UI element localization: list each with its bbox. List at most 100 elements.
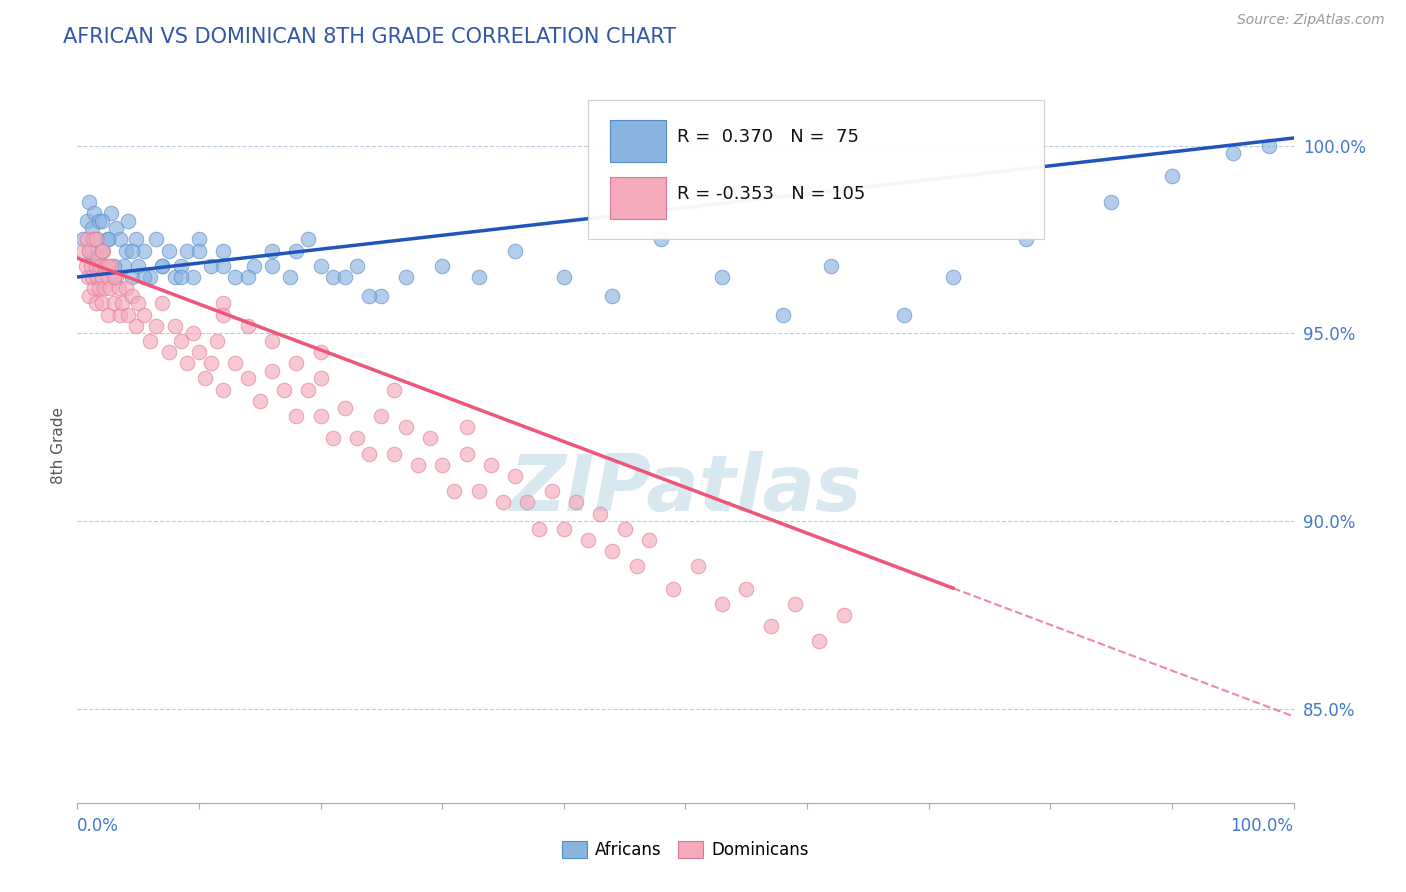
- Point: [212, 308, 235, 322]
- Point: [553, 270, 575, 285]
- Point: [395, 420, 418, 434]
- Point: [370, 409, 392, 423]
- Point: [278, 270, 301, 285]
- Point: [1161, 169, 1184, 183]
- Text: AFRICAN VS DOMINICAN 8TH GRADE CORRELATION CHART: AFRICAN VS DOMINICAN 8TH GRADE CORRELATI…: [63, 27, 676, 46]
- Point: [772, 308, 794, 322]
- Point: [108, 232, 131, 246]
- Point: [309, 345, 332, 359]
- Point: [79, 244, 101, 258]
- Point: [90, 213, 112, 227]
- Point: [100, 259, 122, 273]
- Point: [100, 206, 122, 220]
- Point: [638, 533, 661, 547]
- Point: [121, 270, 143, 285]
- Point: [97, 232, 120, 246]
- Point: [145, 232, 167, 246]
- Point: [152, 259, 174, 273]
- Point: [783, 597, 806, 611]
- Point: [200, 259, 222, 273]
- Point: [686, 559, 709, 574]
- Point: [117, 213, 139, 227]
- Point: [212, 244, 235, 258]
- Point: [84, 296, 107, 310]
- Point: [90, 270, 112, 285]
- Point: [103, 296, 125, 310]
- Point: [893, 308, 915, 322]
- Point: [322, 270, 344, 285]
- Point: [97, 270, 120, 285]
- Point: [333, 401, 356, 416]
- Point: [370, 289, 392, 303]
- Point: [467, 484, 489, 499]
- Text: R = -0.353   N = 105: R = -0.353 N = 105: [676, 186, 865, 203]
- Point: [115, 281, 138, 295]
- Point: [89, 259, 111, 273]
- Point: [176, 356, 198, 370]
- Point: [76, 213, 98, 227]
- Point: [83, 281, 105, 295]
- Point: [1258, 138, 1281, 153]
- Point: [297, 383, 319, 397]
- Point: [759, 619, 782, 633]
- Point: [516, 495, 538, 509]
- Point: [91, 244, 114, 258]
- Point: [1222, 146, 1244, 161]
- Point: [80, 270, 103, 285]
- Point: [157, 244, 180, 258]
- Point: [105, 270, 128, 285]
- Point: [80, 259, 103, 273]
- Point: [322, 432, 344, 446]
- Y-axis label: 8th Grade: 8th Grade: [51, 408, 66, 484]
- Point: [194, 371, 217, 385]
- Point: [430, 458, 453, 472]
- Point: [710, 597, 733, 611]
- FancyBboxPatch shape: [610, 120, 666, 162]
- Point: [503, 244, 526, 258]
- Point: [97, 259, 120, 273]
- Point: [260, 334, 283, 348]
- Point: [157, 345, 180, 359]
- Legend: Africans, Dominicans: Africans, Dominicans: [555, 834, 815, 866]
- Point: [236, 270, 259, 285]
- Point: [90, 244, 112, 258]
- Point: [589, 507, 612, 521]
- Point: [479, 458, 502, 472]
- Point: [285, 244, 308, 258]
- Point: [82, 251, 104, 265]
- Point: [1015, 232, 1038, 246]
- Point: [942, 270, 965, 285]
- Point: [103, 270, 125, 285]
- Point: [297, 232, 319, 246]
- Point: [93, 259, 115, 273]
- Point: [152, 259, 174, 273]
- Point: [808, 634, 831, 648]
- Point: [83, 206, 105, 220]
- Point: [97, 308, 120, 322]
- Point: [134, 244, 156, 258]
- Text: 0.0%: 0.0%: [77, 817, 120, 835]
- Point: [93, 281, 115, 295]
- Point: [89, 213, 111, 227]
- Point: [602, 289, 624, 303]
- Point: [650, 232, 672, 246]
- Point: [79, 289, 101, 303]
- Point: [419, 432, 441, 446]
- Point: [406, 458, 429, 472]
- Point: [200, 356, 222, 370]
- Point: [84, 232, 107, 246]
- Point: [181, 270, 204, 285]
- Point: [105, 221, 128, 235]
- Point: [103, 270, 125, 285]
- Point: [94, 259, 117, 273]
- Text: 100.0%: 100.0%: [1230, 817, 1294, 835]
- Point: [212, 296, 235, 310]
- Point: [333, 270, 356, 285]
- Point: [145, 318, 167, 333]
- Point: [188, 345, 211, 359]
- FancyBboxPatch shape: [588, 100, 1045, 239]
- Point: [662, 582, 685, 596]
- Point: [121, 289, 143, 303]
- Point: [359, 446, 381, 460]
- Point: [90, 244, 112, 258]
